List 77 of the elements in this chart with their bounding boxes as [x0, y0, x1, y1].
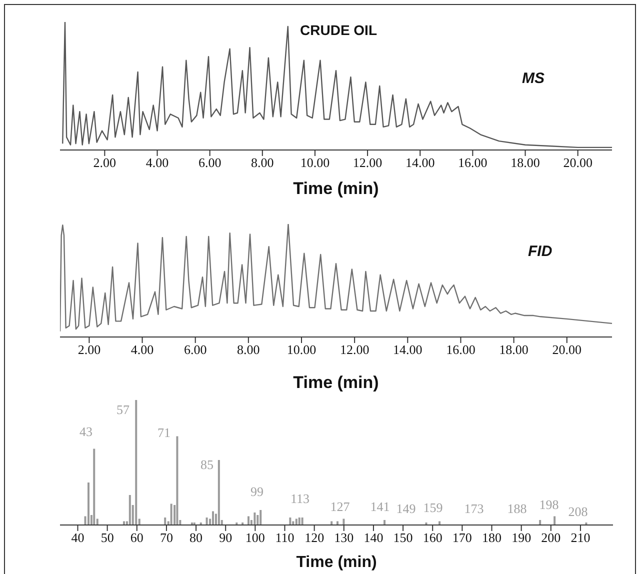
x-tick-label: 120 — [304, 530, 324, 546]
annotation: 71 — [156, 425, 172, 441]
bar — [93, 448, 96, 525]
bar — [164, 518, 166, 525]
x-tick-label: 18.00 — [510, 155, 540, 170]
x-tick-label: 16.00 — [458, 155, 488, 170]
x-tick-label: 40 — [71, 530, 84, 546]
x-tick-label: 190 — [512, 530, 532, 546]
annotation: 208 — [567, 504, 589, 520]
x-tick-label: 160 — [422, 530, 442, 546]
x-axis-title: Time (min) — [292, 373, 380, 392]
x-tick-label: 14.00 — [393, 342, 422, 358]
bar — [301, 518, 304, 525]
bar — [384, 520, 386, 525]
x-tick-label: 170 — [452, 530, 472, 546]
x-axis-title: Time (min) — [292, 179, 380, 198]
bar — [88, 482, 90, 525]
x-tick-label: 180 — [482, 530, 502, 546]
annotation: 173 — [463, 501, 485, 517]
bar — [247, 516, 250, 525]
x-tick-label: 20.00 — [552, 342, 582, 358]
annotation: 188 — [506, 501, 528, 517]
x-tick-label: 6.00 — [184, 342, 207, 358]
x-tick-label: 150 — [393, 530, 413, 546]
x-tick-label: 16.00 — [446, 342, 476, 358]
bar — [135, 400, 138, 525]
bar — [128, 495, 131, 525]
x-tick-label: 2.00 — [78, 342, 101, 358]
bar — [206, 518, 208, 525]
x-tick-label: 8.00 — [237, 342, 260, 358]
annotation: 57 — [116, 402, 130, 418]
bar — [212, 511, 214, 525]
x-axis-title: Time (min) — [295, 554, 378, 572]
annotation: 85 — [200, 457, 214, 473]
x-tick-label: 60 — [130, 530, 144, 546]
x-tick-label: 70 — [160, 530, 173, 546]
x-tick-label: 6.00 — [198, 155, 222, 170]
bar — [176, 436, 178, 525]
text: MS — [522, 70, 544, 87]
x-tick-label: 8.00 — [251, 155, 274, 170]
x-tick-label: 10.00 — [286, 342, 316, 358]
x-tick-label: 12.00 — [340, 342, 370, 358]
x-tick-label: 20.00 — [563, 155, 592, 170]
x-tick-label: 14.00 — [405, 155, 435, 170]
bar — [289, 518, 292, 525]
x-tick-label: 18.00 — [499, 342, 528, 358]
x-tick-label: 130 — [334, 530, 354, 546]
annotation: 198 — [538, 497, 560, 513]
annotation: 43 — [78, 424, 94, 440]
x-tick-label: 2.00 — [93, 155, 116, 170]
x-tick-label: 90 — [219, 530, 232, 546]
bar — [260, 510, 262, 525]
chart-title: CRUDE OIL — [300, 22, 377, 38]
x-tick-label: 50 — [100, 530, 114, 546]
x-tick-label: 100 — [245, 530, 265, 546]
x-tick-label: 12.00 — [352, 155, 382, 170]
bar — [539, 520, 542, 525]
bar — [554, 516, 556, 525]
annotation: 113 — [289, 491, 311, 507]
x-tick-label: 210 — [570, 530, 590, 546]
bar — [170, 504, 172, 525]
x-tick-label: 110 — [275, 530, 294, 546]
annotation: 159 — [423, 500, 443, 515]
x-tick-label: 10.00 — [300, 155, 330, 170]
text: FID — [528, 243, 552, 260]
x-tick-label: 200 — [541, 530, 561, 546]
annotation: 149 — [396, 501, 416, 516]
bar — [254, 512, 256, 525]
x-tick-label: 4.00 — [146, 155, 169, 170]
bar — [298, 518, 300, 525]
x-tick-label: 80 — [190, 530, 203, 546]
x-tick-label: 140 — [364, 530, 384, 546]
bar — [218, 460, 220, 525]
annotation: 99 — [250, 484, 264, 500]
annotation: 141 — [370, 499, 390, 514]
x-tick-label: 4.00 — [130, 342, 154, 358]
annotation: 127 — [329, 499, 351, 515]
